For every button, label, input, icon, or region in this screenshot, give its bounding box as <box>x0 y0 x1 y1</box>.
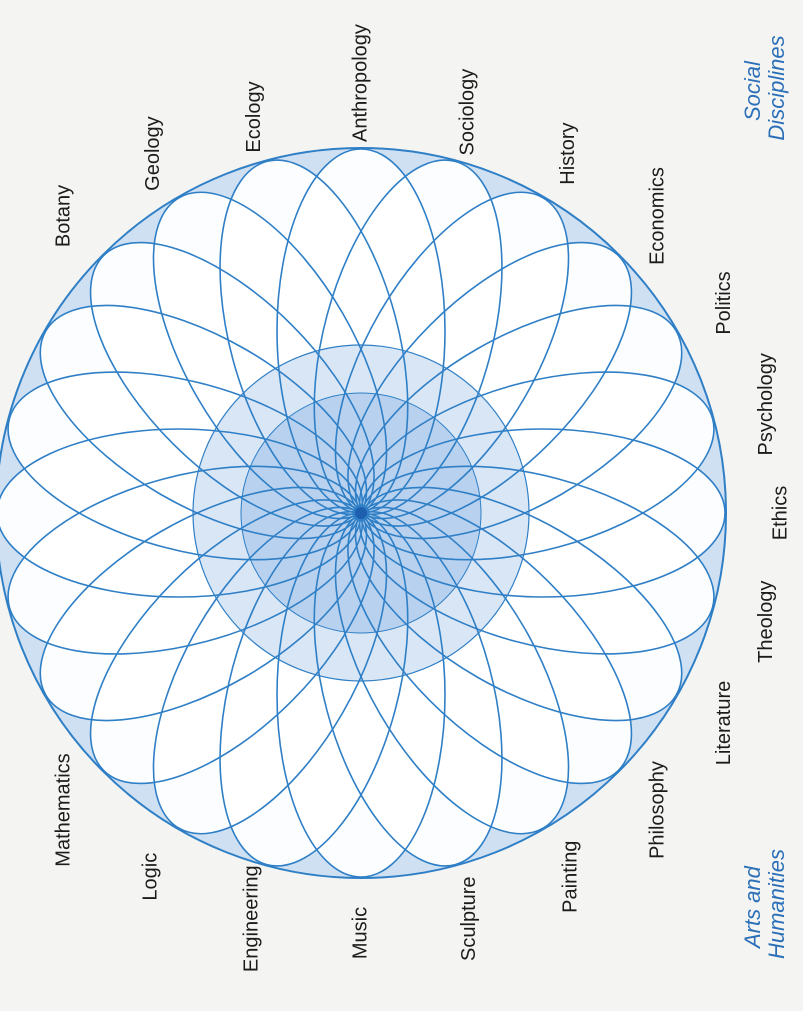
discipline-label: Politics <box>713 271 735 334</box>
discipline-label: Mathematics <box>52 753 74 866</box>
discipline-label: Music <box>349 907 371 959</box>
discipline-label: Psychology <box>755 353 777 455</box>
discipline-label: Ecology <box>243 81 265 152</box>
discipline-label: Engineering <box>241 865 263 972</box>
discipline-label: Literature <box>713 681 735 766</box>
discipline-label: Ethics <box>769 486 791 540</box>
rosette-shapes <box>0 147 727 879</box>
social-label-line2: Disciplines <box>764 35 789 140</box>
arts-humanities-label: Arts and Humanities <box>740 849 789 959</box>
social-disciplines-label: Social Disciplines <box>740 35 789 140</box>
discipline-label: Sociology <box>457 69 479 156</box>
discipline-label: Painting <box>559 841 581 913</box>
discipline-label: Botany <box>52 185 74 247</box>
discipline-label: History <box>557 122 579 184</box>
outer-circle <box>0 147 727 879</box>
discipline-label: Philosophy <box>646 761 668 859</box>
middle-circle <box>192 344 530 682</box>
discipline-label: Theology <box>755 581 777 663</box>
discipline-label: Economics <box>646 167 668 265</box>
arts-label-line2: Humanities <box>764 849 789 959</box>
discipline-label: Sculpture <box>458 876 480 961</box>
discipline-label: Logic <box>139 853 161 901</box>
center-dot <box>355 507 367 519</box>
discipline-label: Geology <box>142 116 164 191</box>
arts-label-line1: Arts and <box>740 865 765 950</box>
social-label-line1: Social <box>740 60 765 121</box>
discipline-label: Anthropology <box>349 24 371 142</box>
inner-circle <box>240 392 482 634</box>
discipline-labels: Anthropology Sociology History Economics Pol… <box>52 24 791 972</box>
